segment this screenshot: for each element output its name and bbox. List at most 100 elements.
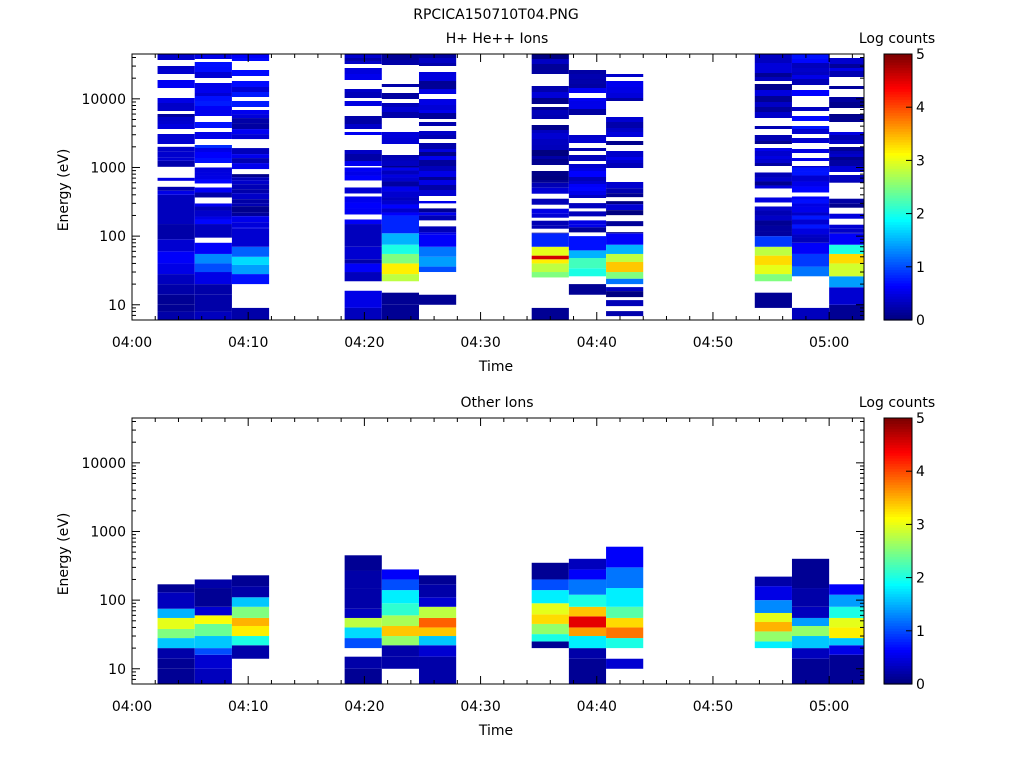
heatmap-cell [791, 253, 830, 267]
heatmap-cell [568, 627, 607, 637]
heatmap-cell [791, 175, 830, 182]
heatmap-cell [418, 131, 457, 135]
colorbar-step [884, 665, 912, 669]
colorbar-step [884, 505, 912, 510]
colorbar-step [884, 633, 912, 637]
heatmap-cell [344, 570, 382, 589]
heatmap-cell [791, 234, 830, 238]
heatmap-cell [231, 101, 270, 107]
heatmap-cell [344, 290, 382, 308]
heatmap-cell [344, 54, 382, 58]
colorbar-step [884, 237, 912, 241]
colorbar-step [884, 465, 912, 470]
y-axis-label: Energy (eV) [56, 513, 72, 596]
heatmap-cell [568, 258, 607, 269]
y-tick-label: 10 [108, 662, 126, 678]
heatmap-cell [531, 107, 569, 110]
colorbar-step [884, 449, 912, 454]
heatmap-cell [754, 135, 792, 141]
heatmap-cell [231, 222, 270, 228]
colorbar-step [884, 245, 912, 249]
heatmap-cell [157, 157, 195, 161]
heatmap-cell [791, 166, 830, 168]
heatmap-cell [231, 597, 270, 607]
heatmap-cell [381, 603, 419, 616]
colorbar-step [884, 77, 912, 82]
heatmap-cell [531, 255, 569, 260]
heatmap-cell [157, 608, 195, 618]
colorbar-step [884, 433, 912, 438]
heatmap-cell [157, 668, 195, 684]
colorbar-step [884, 109, 912, 114]
heatmap-cell [194, 110, 232, 113]
heatmap-cell [606, 188, 644, 194]
heatmap-cell [157, 98, 195, 103]
heatmap-cell [418, 143, 457, 149]
x-tick-label: 05:00 [809, 699, 849, 715]
heatmap-cell [231, 586, 270, 598]
heatmap-cell [231, 123, 270, 130]
heatmap-cell [344, 638, 382, 649]
colorbar-step [884, 269, 912, 273]
heatmap-cell [568, 88, 607, 93]
colorbar-step [884, 681, 912, 685]
heatmap-cell [791, 158, 830, 161]
colorbar-step [884, 572, 912, 576]
heatmap-cell [194, 136, 232, 139]
colorbar-step [884, 56, 912, 60]
heatmap-cell [606, 300, 644, 307]
heatmap-cell [568, 104, 607, 109]
colorbar-step [884, 484, 912, 488]
heatmap-cell [157, 584, 195, 593]
heatmap-cell [606, 232, 644, 234]
heatmap-cell [531, 246, 569, 256]
heatmap-cell [791, 126, 830, 129]
y-tick-label: 10 [108, 298, 126, 314]
heatmap-cell [194, 648, 232, 655]
heatmap-cell [344, 617, 382, 628]
heatmap-cell [194, 187, 232, 193]
heatmap-cell [568, 658, 607, 684]
heatmap-cell [568, 268, 607, 277]
plot-frame [131, 53, 865, 321]
heatmap-cell [568, 184, 607, 187]
heatmap-cell [157, 84, 195, 88]
heatmap-cell [568, 579, 607, 595]
heatmap-cell [344, 132, 382, 135]
heatmap-cell [418, 636, 457, 646]
heatmap-cell [829, 287, 864, 305]
heatmap-cell [606, 151, 644, 157]
heatmap-cell [381, 167, 419, 171]
colorbar-step [884, 540, 912, 544]
colorbar-step [884, 516, 912, 520]
heatmap-cell [531, 145, 569, 150]
heatmap-cell [194, 152, 232, 158]
heatmap-cell [194, 615, 232, 624]
colorbar-step [884, 242, 912, 247]
heatmap-cell [829, 68, 864, 71]
colorbar-step [884, 168, 912, 172]
colorbar-step [884, 585, 912, 589]
heatmap-cell [231, 264, 270, 275]
colorbar-step [884, 535, 912, 539]
heatmap-cell [829, 160, 864, 166]
colorbar-step [884, 492, 912, 496]
colorbar-step [884, 123, 912, 127]
y-axis: 10 100 1000 10000 [81, 421, 864, 685]
heatmap-cell [231, 87, 270, 92]
heatmap-cell [344, 668, 382, 684]
heatmap-cell [568, 168, 607, 171]
heatmap-cell [791, 242, 830, 254]
heatmap-cell [568, 109, 607, 115]
heatmap-cell [568, 594, 607, 607]
colorbar-step [884, 558, 912, 563]
heatmap-cell [418, 81, 457, 84]
heatmap-cell [194, 145, 232, 148]
heatmap-cell [381, 186, 419, 192]
heatmap-cell [157, 638, 195, 649]
heatmap-cell [568, 135, 607, 138]
heatmap-cell [829, 228, 864, 233]
heatmap-cell [157, 177, 195, 181]
heatmap-cell [829, 86, 864, 89]
heatmap-cell [381, 93, 419, 99]
